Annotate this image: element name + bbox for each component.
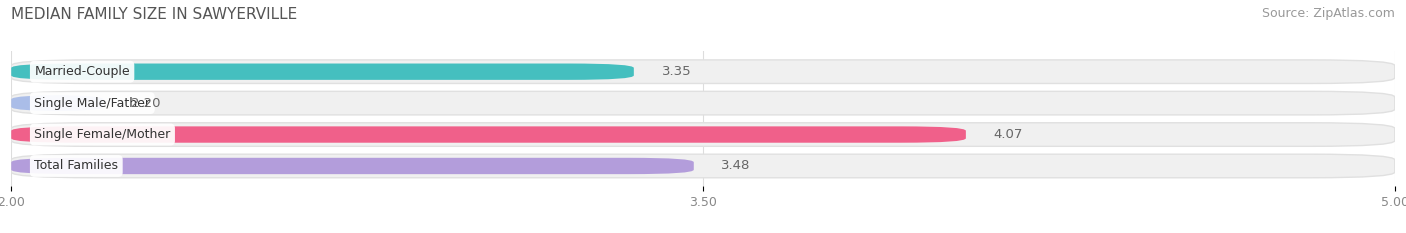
Text: MEDIAN FAMILY SIZE IN SAWYERVILLE: MEDIAN FAMILY SIZE IN SAWYERVILLE bbox=[11, 7, 298, 22]
FancyBboxPatch shape bbox=[11, 154, 1395, 178]
Text: Single Female/Mother: Single Female/Mother bbox=[34, 128, 170, 141]
FancyBboxPatch shape bbox=[11, 64, 634, 80]
Text: Married-Couple: Married-Couple bbox=[34, 65, 129, 78]
FancyBboxPatch shape bbox=[11, 60, 1395, 83]
Text: 3.48: 3.48 bbox=[721, 159, 751, 172]
Text: Source: ZipAtlas.com: Source: ZipAtlas.com bbox=[1261, 7, 1395, 20]
FancyBboxPatch shape bbox=[11, 91, 1395, 115]
FancyBboxPatch shape bbox=[11, 123, 1395, 146]
Text: 2.20: 2.20 bbox=[131, 97, 160, 110]
Text: Total Families: Total Families bbox=[34, 159, 118, 172]
FancyBboxPatch shape bbox=[11, 126, 966, 143]
FancyBboxPatch shape bbox=[11, 95, 104, 111]
Text: 4.07: 4.07 bbox=[994, 128, 1024, 141]
Text: Single Male/Father: Single Male/Father bbox=[34, 97, 150, 110]
Text: 3.35: 3.35 bbox=[661, 65, 692, 78]
FancyBboxPatch shape bbox=[11, 158, 693, 174]
